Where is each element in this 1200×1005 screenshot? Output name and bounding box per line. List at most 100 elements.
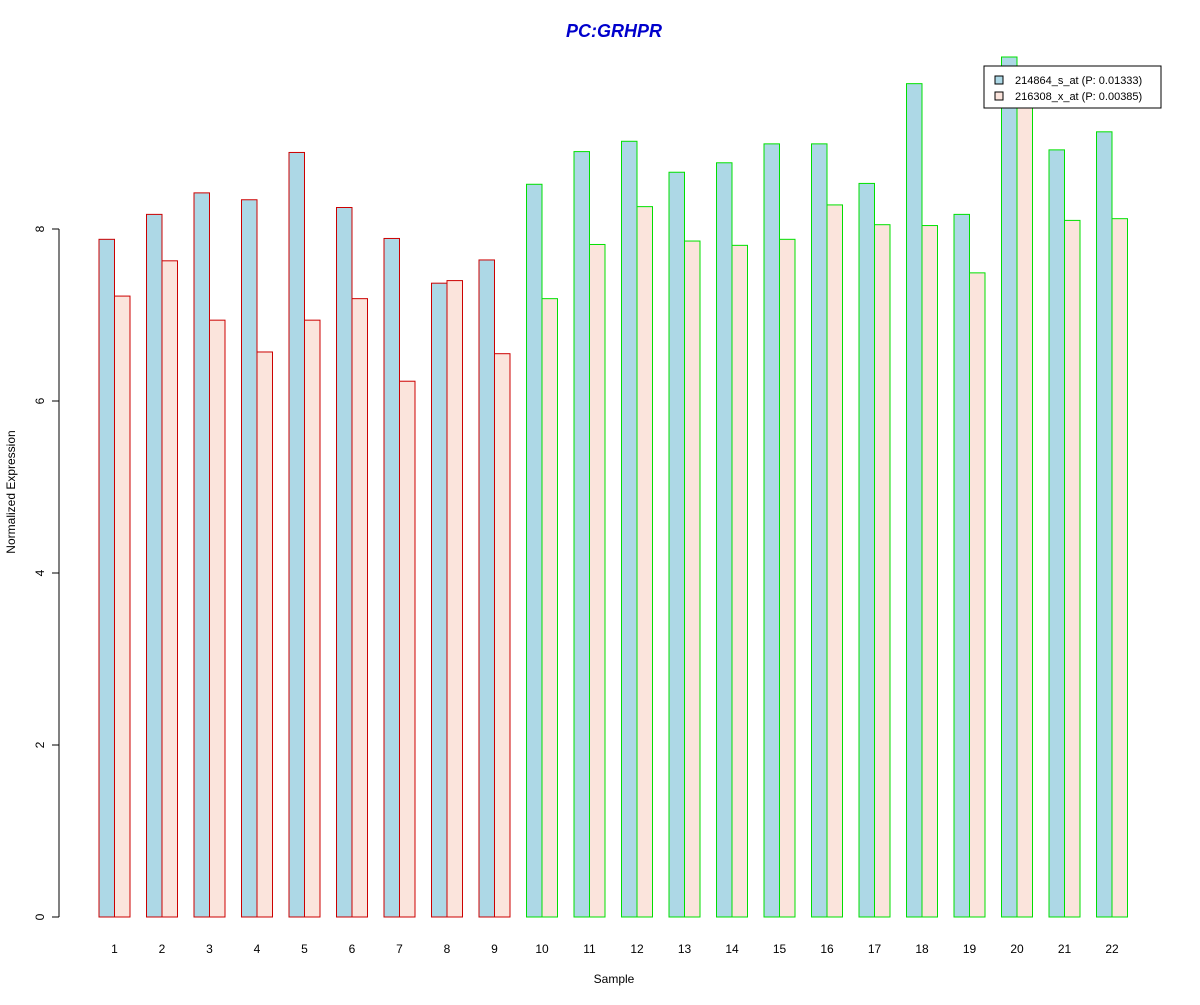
bar	[146, 213, 163, 918]
bar	[589, 243, 606, 918]
bar	[716, 162, 733, 918]
bar	[953, 213, 970, 918]
bar-group	[668, 171, 701, 918]
x-tick-labels: 1 2 3 4 5 6 7 8 9 10 11 12 13 14 15 16 17 18 19 20 21 22	[111, 942, 1119, 956]
bar-group	[621, 140, 653, 918]
bar	[494, 353, 511, 918]
bar	[1001, 56, 1018, 918]
x-tick-label: 6	[349, 942, 356, 956]
bar	[114, 295, 131, 918]
bar	[636, 206, 653, 918]
bar-group	[906, 83, 938, 918]
bar	[1016, 90, 1033, 918]
bar-group	[336, 207, 368, 918]
chart-title: PC:GRHPR	[566, 21, 662, 41]
y-tick-label: 0	[33, 913, 47, 920]
legend-swatch	[994, 91, 1004, 101]
bar	[858, 182, 875, 918]
x-tick-label: 5	[301, 942, 308, 956]
bar	[969, 272, 986, 918]
y-tick-label: 6	[33, 397, 47, 404]
bar-group	[146, 213, 178, 918]
x-tick-label: 11	[583, 942, 596, 956]
bar-group	[1001, 56, 1033, 918]
y-tick-label: 4	[33, 569, 47, 576]
bar	[161, 260, 178, 918]
x-axis-label: Sample	[594, 972, 635, 986]
bar	[193, 192, 210, 918]
bar	[1111, 218, 1128, 918]
bar	[668, 171, 685, 918]
bar	[906, 83, 923, 918]
bar	[1048, 149, 1065, 918]
bar	[288, 151, 305, 918]
bar	[98, 238, 115, 918]
bar	[383, 237, 400, 918]
bar	[1064, 219, 1081, 918]
bar-group	[383, 237, 416, 918]
x-tick-label: 9	[491, 942, 498, 956]
x-tick-label: 10	[535, 942, 549, 956]
x-tick-label: 1	[111, 942, 118, 956]
bar-group	[1096, 131, 1128, 918]
bar	[526, 183, 543, 918]
bar	[478, 259, 495, 918]
legend-label: 216308_x_at (P: 0.00385)	[1015, 91, 1142, 103]
bar	[304, 319, 321, 918]
x-tick-label: 13	[678, 942, 692, 956]
x-tick-label: 21	[1058, 942, 1072, 956]
y-tick-label: 2	[33, 741, 47, 748]
bar	[541, 298, 558, 918]
bar	[399, 380, 416, 918]
bar	[241, 199, 258, 918]
legend-box	[983, 65, 1162, 109]
bar-group	[811, 143, 843, 918]
bar	[779, 238, 796, 918]
bar-groups	[98, 56, 1128, 918]
bar-group	[573, 151, 606, 918]
x-tick-label: 16	[820, 942, 834, 956]
bar	[811, 143, 828, 918]
bar-group	[193, 192, 226, 918]
legend-swatch	[994, 75, 1004, 85]
x-tick-label: 7	[396, 942, 403, 956]
bar	[1096, 131, 1113, 918]
x-tick-label: 3	[206, 942, 213, 956]
bar-group	[763, 143, 796, 918]
bar-group	[953, 213, 986, 918]
bar	[446, 280, 463, 918]
bar	[621, 140, 638, 918]
bar	[351, 298, 368, 918]
x-tick-label: 20	[1010, 942, 1024, 956]
bar-group	[241, 199, 273, 918]
bar-group	[1048, 149, 1081, 918]
x-tick-label: 15	[773, 942, 787, 956]
x-tick-label: 8	[444, 942, 451, 956]
bar	[209, 319, 226, 918]
bar-group	[478, 259, 511, 918]
bar	[684, 240, 701, 918]
x-tick-label: 17	[868, 942, 882, 956]
bar-group	[98, 238, 131, 918]
bar-group	[431, 280, 463, 918]
bar	[256, 351, 273, 918]
legend-label: 214864_s_at (P: 0.01333)	[1015, 75, 1142, 87]
bar-group	[716, 162, 748, 918]
y-axis-label: Normalized Expression	[4, 430, 18, 553]
x-tick-label: 2	[159, 942, 166, 956]
x-tick-label: 18	[915, 942, 929, 956]
x-tick-label: 19	[963, 942, 977, 956]
bar	[874, 224, 891, 918]
y-tick-label: 8	[33, 225, 47, 232]
legend: 214864_s_at (P: 0.01333) 216308_x_at (P: …	[983, 65, 1162, 109]
bar	[336, 207, 353, 918]
bar-group	[288, 151, 321, 918]
bar-group	[858, 182, 891, 918]
x-tick-label: 4	[254, 942, 261, 956]
bar	[921, 225, 938, 918]
bar	[573, 151, 590, 918]
x-tick-label: 22	[1105, 942, 1119, 956]
bar-group	[526, 183, 558, 918]
